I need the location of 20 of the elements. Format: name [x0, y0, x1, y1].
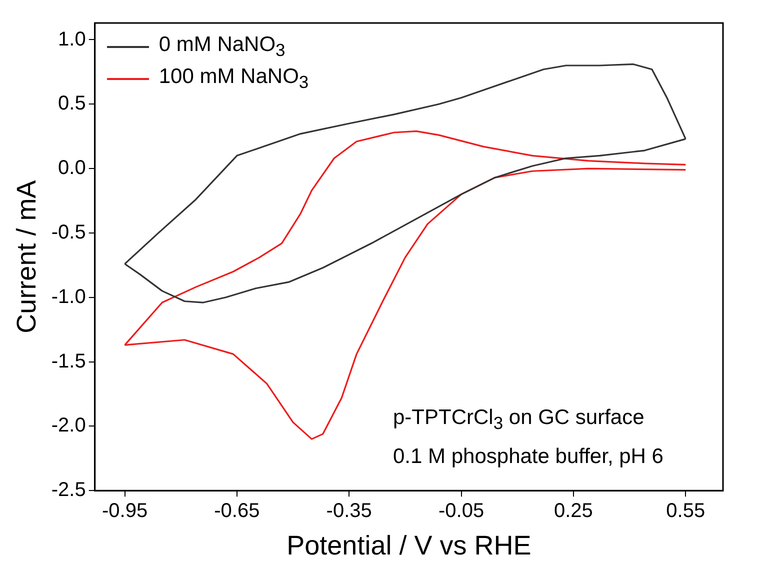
- legend-label: 0 mM NaNO$_{3}$: [158, 32, 286, 62]
- y-tick-label: 0.5: [58, 92, 86, 115]
- y-tick-label: -0.5: [51, 221, 86, 244]
- y-tick-label: -2.5: [51, 479, 86, 502]
- x-axis-title: Potential / V vs RHE: [286, 530, 532, 560]
- y-tick-label: 1.0: [58, 28, 86, 50]
- x-tick-label: -0.05: [438, 500, 484, 522]
- x-tick-label: 0.55: [666, 500, 706, 522]
- y-tick-label: -1.5: [51, 350, 86, 372]
- x-tick-label: -0.35: [326, 500, 372, 522]
- annotation: 0.1 M phosphate buffer, pH 6: [393, 444, 664, 470]
- x-tick-label: -0.65: [214, 500, 260, 522]
- x-tick-label: 0.25: [554, 500, 593, 522]
- y-tick-label: -2.0: [51, 414, 86, 437]
- x-tick-label: -0.95: [102, 500, 148, 522]
- legend-label: 100 mM NaNO$_{3}$: [158, 64, 309, 94]
- y-axis-title: Current / mA: [12, 180, 42, 334]
- y-tick-label: -1.0: [51, 286, 86, 308]
- y-tick-label: 0.0: [58, 157, 86, 180]
- annotation: p-TPTCrCl$_{3}$ on GC surface: [393, 404, 646, 435]
